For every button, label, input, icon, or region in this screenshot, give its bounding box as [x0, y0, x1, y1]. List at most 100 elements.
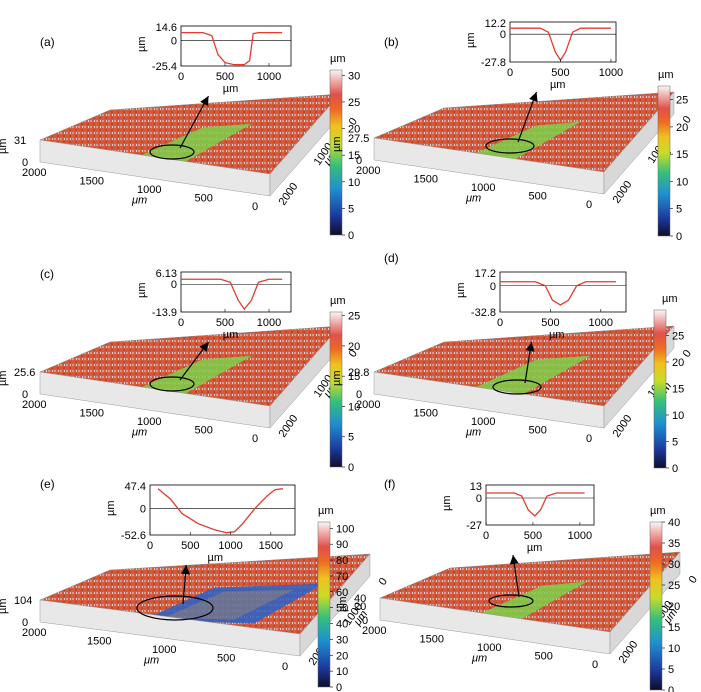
colorbar-tick-label: 0 [348, 230, 354, 242]
x-tick-label: 0 [592, 659, 598, 671]
x-axis-unit: μm [131, 427, 147, 439]
colorbar-tick-label: 20 [348, 124, 360, 136]
z-axis-unit: µm [331, 370, 343, 386]
x-tick-label: 1500 [80, 176, 104, 188]
profile-series-line [486, 492, 585, 517]
x-tick-label: 500 [217, 653, 235, 665]
profile-x-tick-label: 1000 [257, 317, 281, 329]
z-max-label: 104 [14, 595, 32, 607]
panel-label: (a) [40, 35, 55, 49]
colorbar-tick-label: 40 [336, 619, 348, 631]
x-axis-unit: μm [143, 655, 159, 667]
profile-x-tick-label: 500 [216, 317, 234, 329]
profile-x-tick-label: 1000 [257, 71, 281, 83]
pit-marker-ellipse [149, 376, 195, 392]
y-tick-label: 2000 [277, 413, 301, 440]
colorbar-tick-label: 0 [676, 231, 682, 243]
colorbar-tick-label: 20 [672, 357, 684, 369]
profile-x-tick-label: 0 [178, 317, 184, 329]
profile-x-unit: µm [223, 83, 239, 95]
x-tick-label: 2000 [356, 165, 380, 177]
pit-marker-ellipse [488, 594, 534, 608]
arrow-head-icon [200, 96, 209, 107]
arrow-head-icon [525, 342, 535, 352]
profile-y-bottom: -52.6 [121, 530, 146, 542]
colorbar-tick-label: 30 [668, 559, 680, 571]
profile-y-unit: µm [465, 32, 477, 48]
x-tick-label: 2000 [362, 625, 386, 637]
profile-y-unit: µm [136, 282, 148, 298]
z-max-label: 25.6 [14, 367, 35, 379]
y-tick-label: 0 [681, 114, 694, 126]
colorbar-tick-label: 30 [336, 634, 348, 646]
panel-c: (c)2000150010005000μm010002000μm25.60µm6… [0, 267, 360, 474]
arrow-head-icon [181, 565, 190, 575]
z-axis-unit: µm [0, 370, 9, 386]
profile-x-tick-label: 500 [551, 67, 569, 79]
profile-y-bottom: -13.9 [152, 307, 177, 319]
profile-x-tick-label: 500 [524, 530, 542, 542]
profile-x-tick-label: 0 [147, 540, 153, 552]
z-zero-label: 0 [22, 617, 28, 629]
x-tick-label: 1500 [80, 408, 104, 420]
x-tick-label: 0 [282, 661, 288, 673]
profile-x-tick-label: 1000 [218, 540, 242, 552]
colorbar-unit: µm [662, 293, 678, 305]
colorbar-tick-label: 60 [336, 587, 348, 599]
colorbar: 0 5 10 15 20 25 µm [657, 69, 688, 243]
panel-label: (b) [384, 35, 399, 49]
x-tick-label: 2000 [22, 167, 46, 179]
profile-x-tick-label: 500 [216, 71, 234, 83]
colorbar-tick-label: 35 [668, 538, 680, 550]
profile-x-tick-label: 1000 [599, 67, 623, 79]
colorbar-tick-label: 10 [336, 666, 348, 678]
pit-region [466, 355, 591, 396]
panel-b: (b)2000150010005000μm010002000μm27.50µm1… [331, 18, 694, 243]
profile-y-top: 6.13 [156, 268, 177, 280]
x-tick-label: 0 [586, 199, 592, 211]
z-max-label: 27.5 [348, 133, 369, 145]
profile-y-zero: 0 [171, 279, 177, 291]
colorbar-tick-label: 10 [668, 643, 680, 655]
pit-marker-ellipse [149, 144, 195, 160]
arrow-head-icon [509, 555, 519, 565]
colorbar-tick-label: 10 [348, 401, 360, 413]
profile-y-top: 47.4 [125, 481, 146, 493]
profile-y-top: 12.2 [485, 18, 506, 30]
colorbar-tick-label: 10 [672, 410, 684, 422]
profile-x-unit: µm [550, 79, 566, 91]
z-zero-label: 0 [356, 389, 362, 401]
profile-x-unit: µm [207, 552, 223, 564]
colorbar-tick-label: 5 [676, 204, 682, 216]
z-zero-label: 0 [22, 157, 28, 169]
y-tick-label: 2000 [277, 181, 301, 208]
colorbar-gradient [329, 311, 343, 468]
z-axis-unit: µm [0, 598, 9, 614]
profile-y-unit: µm [136, 36, 148, 52]
profile-y-top: 14.6 [156, 22, 177, 34]
colorbar-tick-label: 20 [348, 341, 360, 353]
colorbar-tick-label: 15 [676, 149, 688, 161]
pit-region [132, 123, 252, 164]
profile-y-unit: µm [441, 495, 453, 511]
colorbar-tick-label: 10 [676, 176, 688, 188]
z-mid-label: 20 [354, 601, 366, 613]
colorbar-gradient [649, 521, 663, 691]
y-tick-label: 0 [347, 116, 360, 128]
profile-y-bottom: -27 [466, 520, 482, 532]
x-tick-label: 2000 [22, 627, 46, 639]
pit-region [472, 581, 587, 622]
z-zero-label: 0 [22, 389, 28, 401]
z-axis-unit: µm [0, 138, 9, 154]
colorbar-unit: µm [330, 53, 346, 65]
profile-x-tick-label: 0 [497, 317, 503, 329]
colorbar-tick-label: 90 [336, 539, 348, 551]
x-tick-label: 500 [529, 425, 547, 437]
y-tick-label: 0 [347, 348, 360, 360]
